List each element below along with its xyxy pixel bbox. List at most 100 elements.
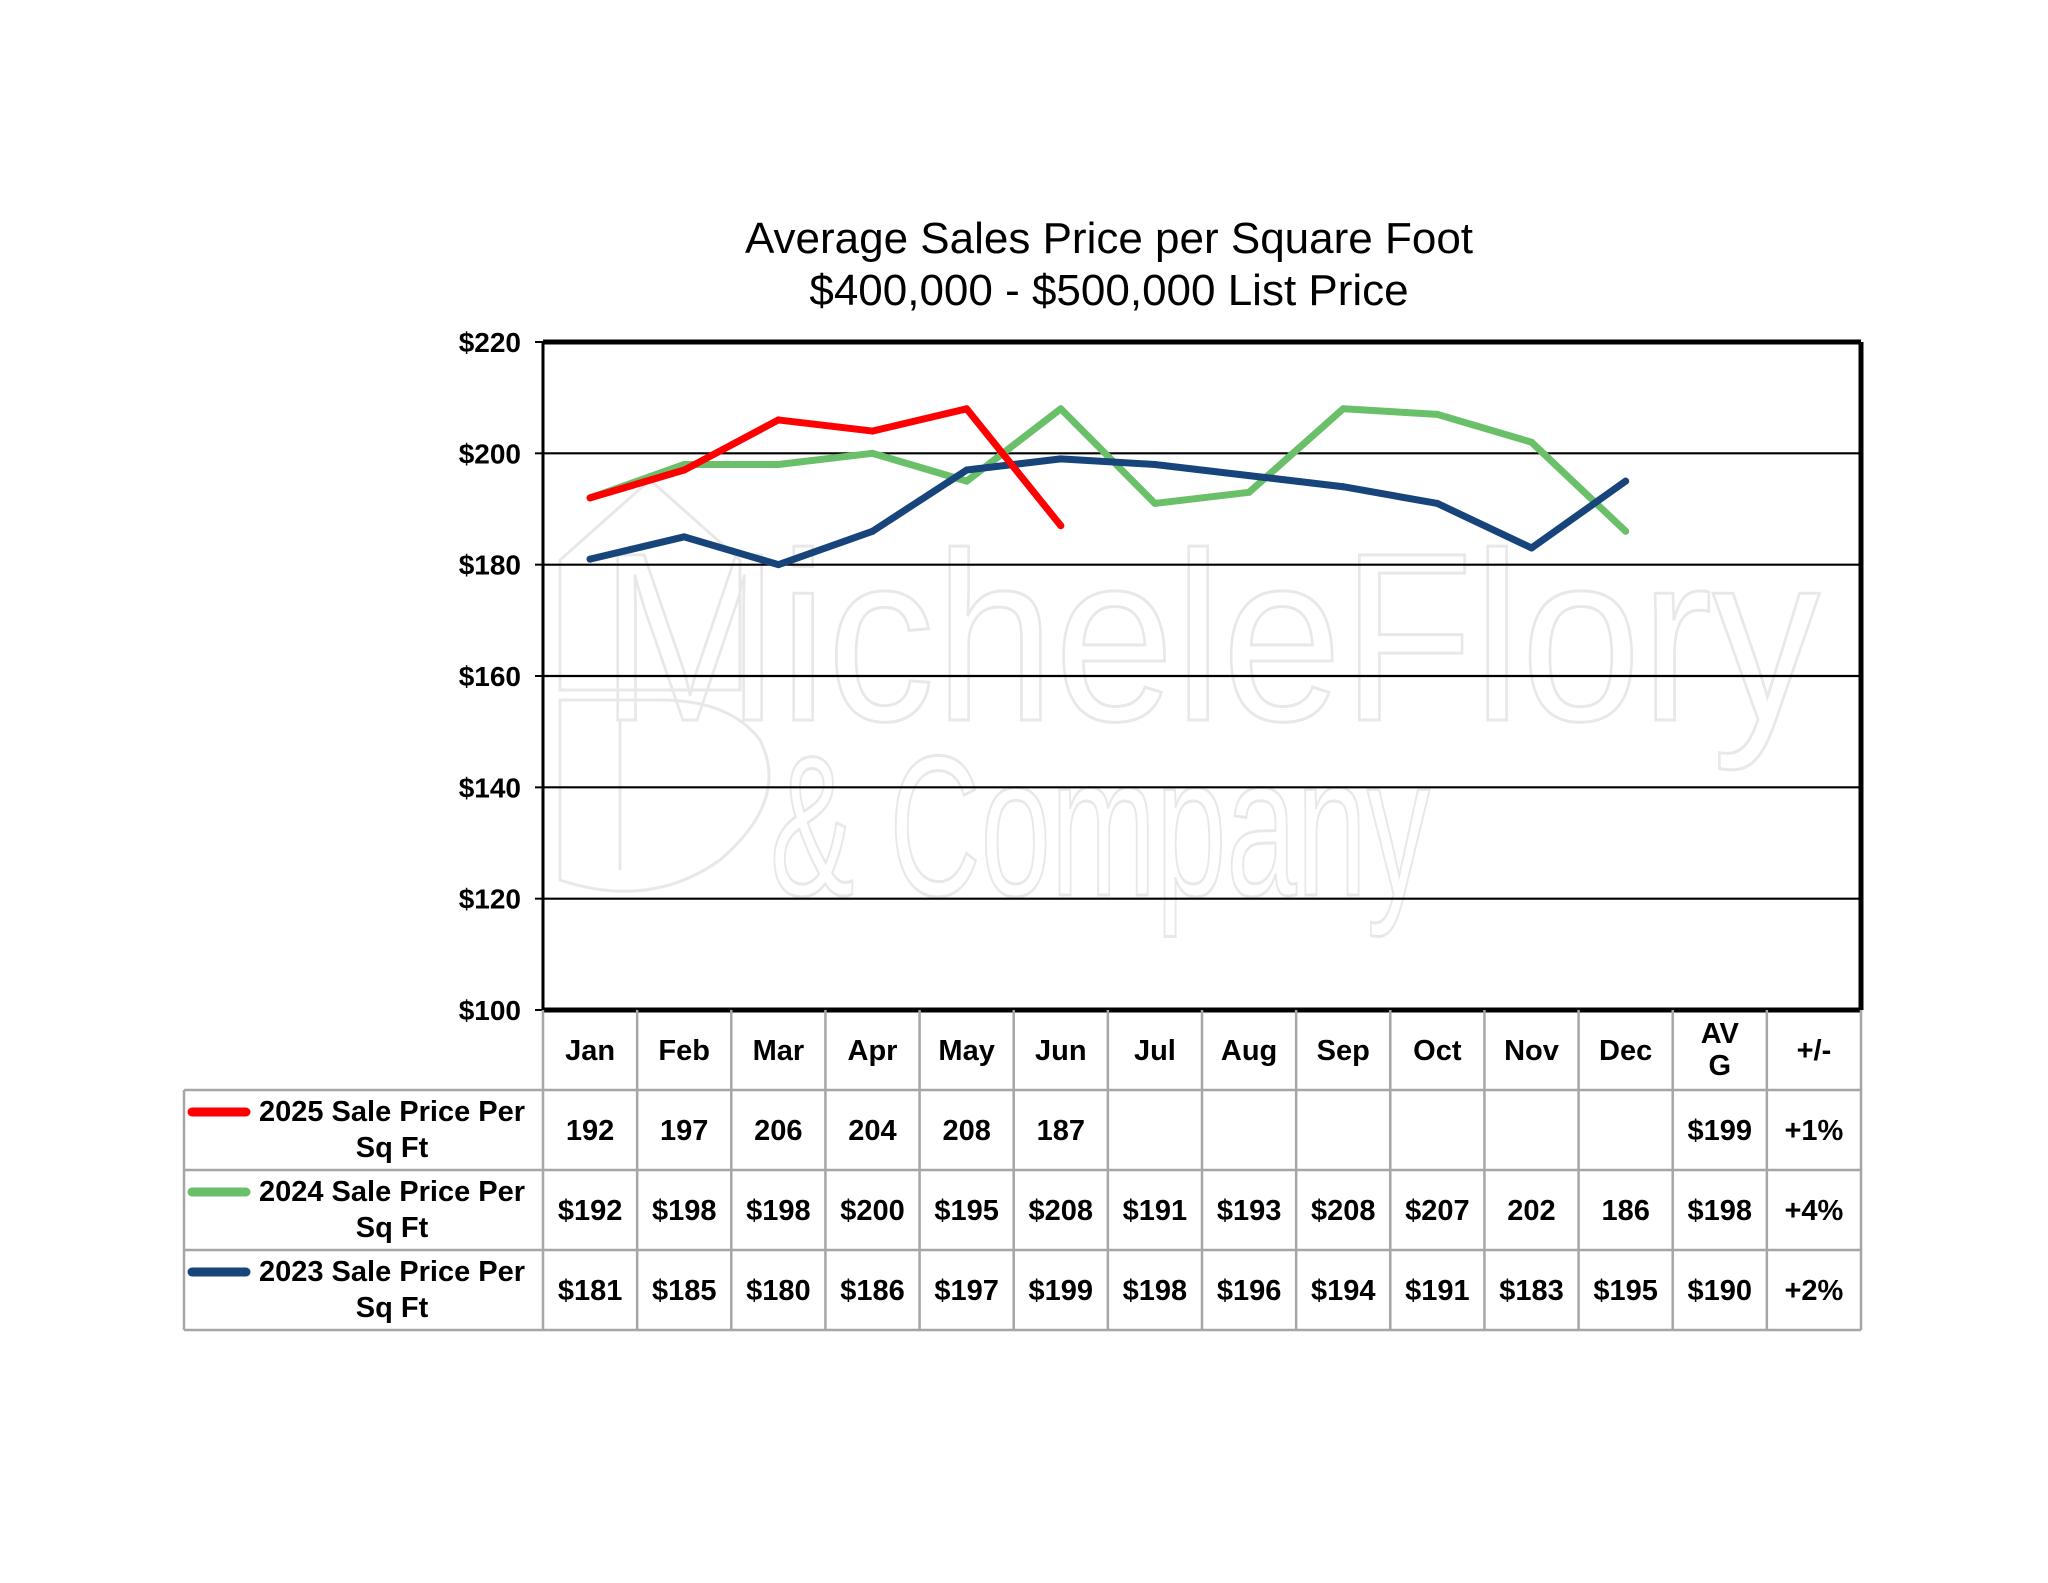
table-cell: +2% <box>1784 1275 1843 1307</box>
plot-series <box>586 405 1630 569</box>
data-point <box>1057 455 1065 463</box>
data-point <box>963 477 971 485</box>
data-point <box>1245 488 1253 496</box>
legend-label: Sq Ft <box>356 1132 429 1164</box>
data-point <box>963 466 971 474</box>
table-cell: $194 <box>1311 1275 1376 1307</box>
table-cell: $193 <box>1217 1195 1282 1227</box>
table-cell: $197 <box>934 1275 999 1307</box>
table-cell: 187 <box>1037 1115 1085 1147</box>
table-header-cell: Mar <box>753 1035 805 1067</box>
table-header-cell: May <box>938 1035 994 1067</box>
table-header-cell: Sep <box>1317 1035 1370 1067</box>
table-header-cell: AV <box>1701 1018 1740 1050</box>
table-cell: +1% <box>1784 1115 1843 1147</box>
data-point <box>1339 483 1347 491</box>
table-header-cell: Feb <box>658 1035 710 1067</box>
data-point <box>680 533 688 541</box>
table-cell: 202 <box>1507 1195 1555 1227</box>
table-cell: $185 <box>652 1275 717 1307</box>
table-cell: $199 <box>1029 1275 1094 1307</box>
table-cell: $198 <box>1688 1195 1753 1227</box>
watermark-text-name: MicheleFlory <box>600 503 1820 771</box>
y-tick-label: $220 <box>459 327 521 358</box>
table-cell: $191 <box>1405 1275 1470 1307</box>
table-cell: $180 <box>746 1275 811 1307</box>
data-point <box>586 555 594 563</box>
watermark-mf-monogram-icon <box>558 698 771 893</box>
table-header-cell: Nov <box>1504 1035 1559 1067</box>
table-cell: $191 <box>1123 1195 1188 1227</box>
table-cell: $181 <box>558 1275 623 1307</box>
table-cell: 204 <box>848 1115 896 1147</box>
table-cell: $198 <box>652 1195 717 1227</box>
table-cell: $208 <box>1029 1195 1094 1227</box>
table-cell: $199 <box>1688 1115 1753 1147</box>
data-point <box>1151 460 1159 468</box>
legend-label: 2025 Sale Price Per <box>259 1096 525 1128</box>
table-cell: $198 <box>746 1195 811 1227</box>
legend-label: Sq Ft <box>356 1292 429 1324</box>
legend-label: 2024 Sale Price Per <box>259 1176 525 1208</box>
table-cell: 206 <box>754 1115 802 1147</box>
y-tick-label: $180 <box>459 550 521 581</box>
data-point <box>1433 499 1441 507</box>
table-cell: 197 <box>660 1115 708 1147</box>
table-cell: $198 <box>1123 1275 1188 1307</box>
table-header-cell: Oct <box>1413 1035 1462 1067</box>
legend-label: 2023 Sale Price Per <box>259 1256 525 1288</box>
table-header-cell: Apr <box>848 1035 898 1067</box>
table-cell: 192 <box>566 1115 614 1147</box>
y-tick-label: $200 <box>459 438 521 469</box>
y-tick-label: $140 <box>459 772 521 803</box>
data-point <box>1245 472 1253 480</box>
table-cell: $192 <box>558 1195 623 1227</box>
table-header-cell: Aug <box>1221 1035 1277 1067</box>
table-header-cell: G <box>1709 1050 1732 1082</box>
table-cell: $196 <box>1217 1275 1282 1307</box>
data-point <box>1433 410 1441 418</box>
table-cell: $208 <box>1311 1195 1376 1227</box>
table-cell: $200 <box>840 1195 905 1227</box>
data-point <box>774 561 782 569</box>
y-tick-label: $120 <box>459 884 521 915</box>
table-header-cell: +/- <box>1797 1035 1832 1067</box>
table-header-cell: Dec <box>1599 1035 1652 1067</box>
data-point <box>1339 405 1347 413</box>
table-cell: $186 <box>840 1275 905 1307</box>
table-cell: $195 <box>1593 1275 1658 1307</box>
data-point <box>1528 438 1535 446</box>
table-header-cell: Jul <box>1134 1035 1176 1067</box>
data-point <box>869 527 876 535</box>
y-tick-label: $100 <box>459 995 521 1026</box>
data-point <box>774 460 782 468</box>
chart-subtitle: $400,000 - $500,000 List Price <box>809 266 1408 315</box>
table-cell: 186 <box>1601 1195 1649 1227</box>
watermark-logo: MicheleFlory & Company <box>558 477 1822 940</box>
data-point <box>1528 544 1535 552</box>
table-header-cell: Jan <box>565 1035 615 1067</box>
legend-label: Sq Ft <box>356 1212 429 1244</box>
table-cell: $183 <box>1499 1275 1564 1307</box>
chart-title: Average Sales Price per Square Foot <box>745 214 1473 263</box>
series-line-3 <box>586 455 1630 569</box>
table-cell: 208 <box>942 1115 990 1147</box>
data-table: Jan Feb Mar Apr May Jun Jul Aug Sep Oct Nov Dec AVG +… <box>182 1010 1863 1332</box>
data-point <box>1622 477 1630 485</box>
y-tick-label: $160 <box>459 661 521 692</box>
table-cell: +4% <box>1784 1195 1843 1227</box>
watermark-house-icon <box>558 477 742 692</box>
table-cell: $195 <box>934 1195 999 1227</box>
table-cell: $190 <box>1688 1275 1753 1307</box>
data-point <box>1151 499 1159 507</box>
data-point <box>1057 405 1065 413</box>
data-point <box>869 449 876 457</box>
table-cell: $207 <box>1405 1195 1470 1227</box>
table-header-cell: Jun <box>1035 1035 1087 1067</box>
watermark-text-company: & Company <box>770 715 1430 938</box>
series-line-1 <box>586 405 1065 530</box>
y-axis-ticks: $100 $120 $140 $160 $180 $200 $220 <box>459 327 543 1026</box>
data-point <box>1622 527 1630 535</box>
series-line-2 <box>586 405 1630 535</box>
